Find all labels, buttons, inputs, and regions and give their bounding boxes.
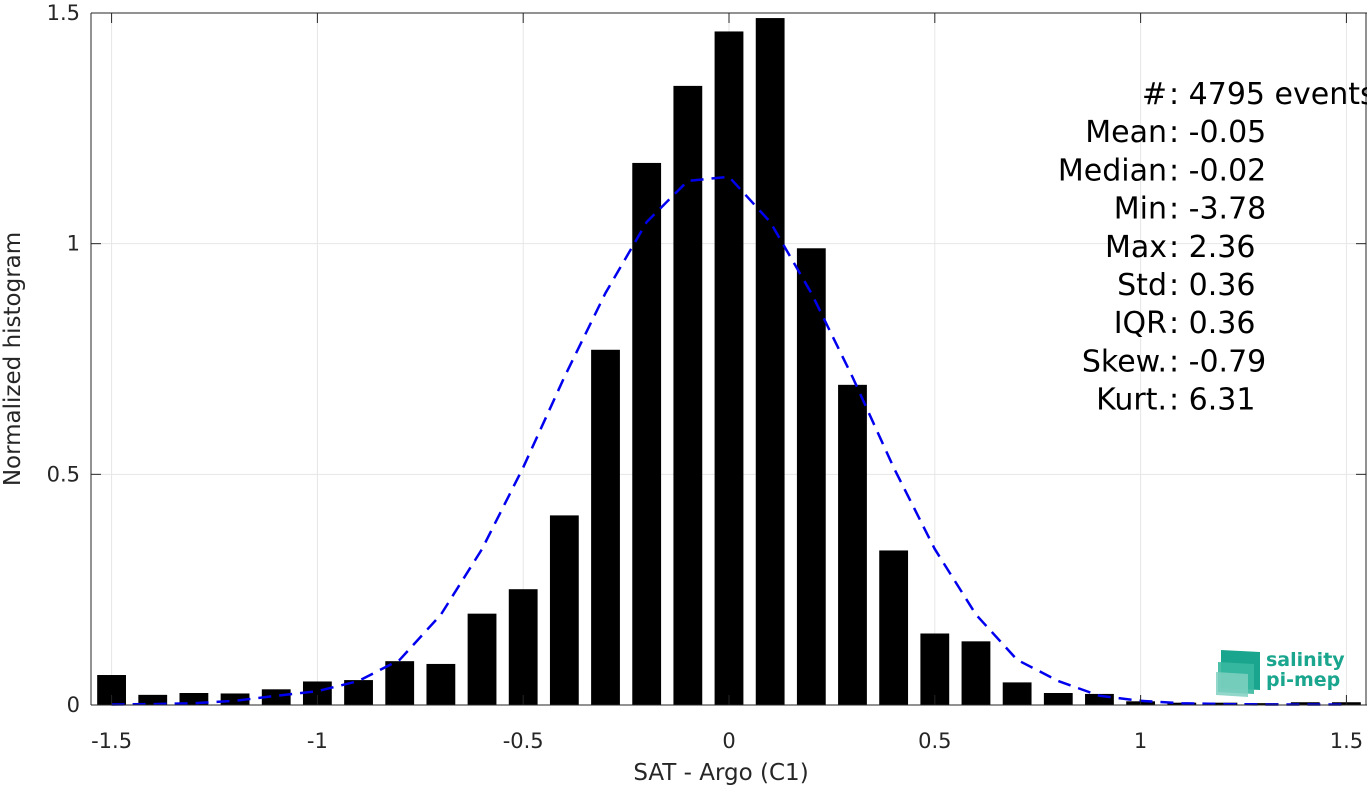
histogram-bar (1208, 702, 1238, 705)
stat-line: IQR: 0.36 (1114, 306, 1256, 341)
stat-name: # (1142, 77, 1167, 112)
stat-name: IQR (1114, 306, 1167, 341)
y-tick-label: 1.5 (47, 1, 80, 25)
histogram-bar (591, 349, 620, 705)
logo-text-salinity: salinity (1266, 649, 1345, 671)
stat-value: : 4795 events (1169, 77, 1367, 112)
histogram-bar (220, 693, 250, 705)
stat-line: Kurt.: 6.31 (1096, 383, 1255, 418)
stat-name: Mean (1085, 115, 1167, 150)
histogram-bar (179, 693, 209, 705)
y-tick-label: 0 (67, 693, 80, 717)
stat-value: : -3.78 (1169, 192, 1266, 227)
histogram-bar (261, 689, 291, 705)
histogram-bars (97, 18, 1361, 706)
stat-name: Kurt. (1096, 383, 1167, 418)
histogram-bar (714, 31, 744, 706)
x-tick-labels: -1.5 -1 -0.5 0 0.5 1 1.5 (91, 729, 1363, 753)
axes (90, 12, 1367, 706)
histogram-bar (632, 162, 662, 705)
stat-line: Mean: -0.05 (1085, 115, 1266, 150)
stat-value: : -0.05 (1169, 115, 1266, 150)
histogram-bar (508, 589, 538, 705)
stat-value: : 0.36 (1169, 268, 1255, 303)
logo-mark-icon (1216, 650, 1260, 697)
histogram-bar (1043, 693, 1073, 705)
histogram-bar (879, 550, 909, 705)
histogram-bar (961, 641, 991, 705)
x-tick-label: 0 (722, 729, 735, 753)
stat-value: : 0.36 (1169, 306, 1255, 341)
stat-line: Max: 2.36 (1105, 230, 1255, 265)
histogram-bar (426, 663, 456, 705)
histogram-bar (1290, 702, 1320, 705)
histogram-bar (1002, 682, 1032, 705)
stat-name: Median (1058, 153, 1167, 188)
stat-value: : -0.79 (1169, 344, 1266, 379)
stat-value: : 6.31 (1169, 383, 1255, 418)
x-tick-label: -1.5 (91, 729, 132, 753)
logo-text-pi-mep: pi-mep (1266, 669, 1340, 691)
histogram-bar (1085, 693, 1114, 705)
histogram-bar (385, 661, 415, 705)
stat-line: Median: -0.02 (1058, 153, 1266, 188)
stat-line: Min: -3.78 (1114, 192, 1267, 227)
stat-line: Skew.: -0.79 (1082, 344, 1266, 379)
y-axis-label: Normalized histogram (0, 232, 26, 486)
histogram-bar (838, 384, 867, 705)
stat-value: : 2.36 (1169, 230, 1255, 265)
stat-name: Std (1117, 268, 1167, 303)
histogram-bar (755, 18, 785, 706)
salinity-pi-mep-logo: salinity pi-mep (1216, 649, 1345, 697)
histogram-bar (796, 248, 826, 705)
y-tick-label: 0.5 (47, 462, 80, 486)
x-tick-label: -0.5 (503, 729, 544, 753)
histogram-bar (302, 681, 332, 705)
stat-name: Skew. (1082, 344, 1167, 379)
histogram-bar (1249, 703, 1279, 705)
y-tick-labels: 0 0.5 1 1.5 (47, 1, 80, 717)
x-tick-label: 1 (1134, 729, 1147, 753)
y-tick-label: 1 (67, 232, 80, 256)
histogram-bar (467, 613, 497, 705)
stat-line: Std: 0.36 (1117, 268, 1255, 303)
stat-value: : -0.02 (1169, 153, 1266, 188)
stat-line: #: 4795 events (1142, 77, 1367, 112)
x-axis-label: SAT - Argo (C1) (633, 760, 808, 786)
x-tick-label: -1 (307, 729, 328, 753)
stat-name: Max (1105, 230, 1167, 265)
histogram-bar (138, 694, 168, 705)
histogram-bar (549, 515, 579, 705)
x-tick-label: 1.5 (1330, 729, 1363, 753)
x-tick-label: 0.5 (918, 729, 951, 753)
histogram-bar (920, 633, 950, 705)
stat-name: Min (1114, 192, 1167, 227)
